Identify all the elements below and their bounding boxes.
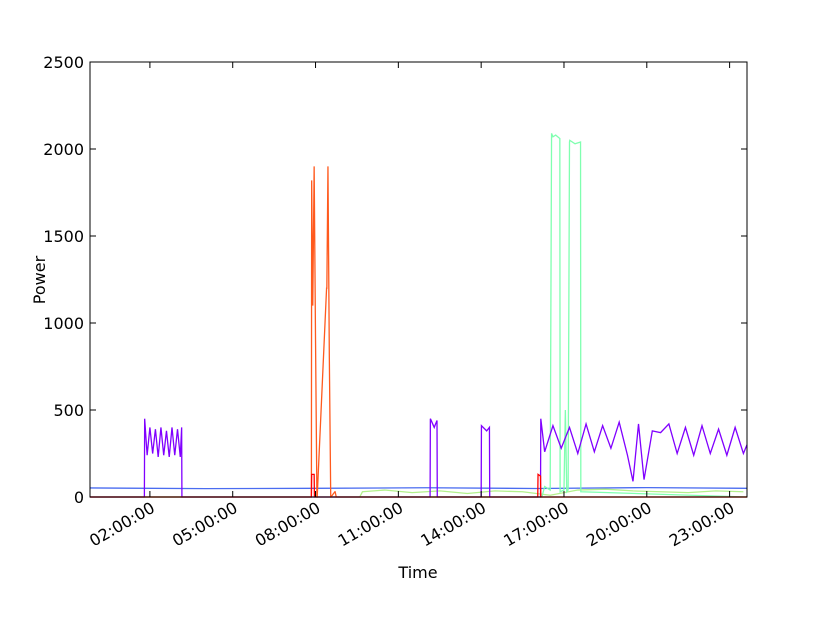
- x-tick-label: 23:00:00: [666, 498, 738, 550]
- plot-frame: [89, 61, 748, 498]
- x-tick-label: 11:00:00: [335, 498, 407, 550]
- line-series: [90, 133, 748, 498]
- x-tick-label: 17:00:00: [500, 498, 572, 550]
- x-axis-label: Time: [397, 563, 437, 582]
- x-tick-label: 08:00:00: [252, 498, 324, 550]
- x-tick-label: 14:00:00: [417, 498, 489, 550]
- x-tick-label: 20:00:00: [583, 498, 655, 550]
- x-tick-label: 05:00:00: [169, 498, 241, 550]
- y-tick-label: 1500: [43, 227, 84, 246]
- y-tick-label: 1000: [43, 314, 84, 333]
- line-series: [90, 418, 748, 498]
- y-axis-label: Power: [30, 255, 49, 304]
- y-tick-label: 2500: [43, 53, 84, 72]
- x-tick-label: 02:00:00: [86, 498, 158, 550]
- line-series: [359, 488, 744, 498]
- y-tick-label: 2000: [43, 140, 84, 159]
- line-series: [89, 486, 748, 490]
- y-tick-label: 500: [53, 401, 84, 420]
- line-series: [90, 166, 747, 498]
- y-tick-label: 0: [74, 488, 84, 507]
